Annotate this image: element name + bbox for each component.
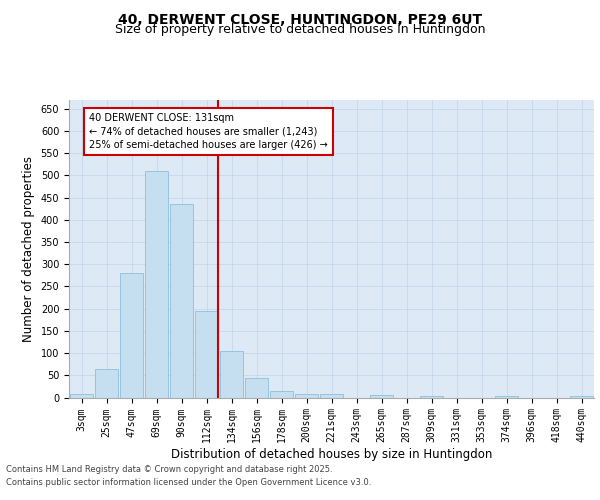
Y-axis label: Number of detached properties: Number of detached properties bbox=[22, 156, 35, 342]
Text: 40 DERWENT CLOSE: 131sqm
← 74% of detached houses are smaller (1,243)
25% of sem: 40 DERWENT CLOSE: 131sqm ← 74% of detach… bbox=[89, 114, 328, 150]
Bar bbox=[220, 351, 243, 398]
Text: Contains HM Land Registry data © Crown copyright and database right 2025.: Contains HM Land Registry data © Crown c… bbox=[6, 466, 332, 474]
Text: Contains public sector information licensed under the Open Government Licence v3: Contains public sector information licen… bbox=[6, 478, 371, 487]
Bar bbox=[570, 396, 593, 398]
Bar bbox=[245, 378, 268, 398]
Text: 40, DERWENT CLOSE, HUNTINGDON, PE29 6UT: 40, DERWENT CLOSE, HUNTINGDON, PE29 6UT bbox=[118, 12, 482, 26]
Bar bbox=[370, 396, 393, 398]
Bar bbox=[170, 204, 193, 398]
Bar bbox=[270, 391, 293, 398]
Bar bbox=[320, 394, 343, 398]
Bar bbox=[195, 311, 218, 398]
Bar bbox=[495, 396, 518, 398]
Bar bbox=[295, 394, 318, 398]
Bar bbox=[70, 394, 93, 398]
Bar bbox=[120, 273, 143, 398]
Bar bbox=[95, 368, 118, 398]
Bar bbox=[420, 396, 443, 398]
Text: Size of property relative to detached houses in Huntingdon: Size of property relative to detached ho… bbox=[115, 22, 485, 36]
X-axis label: Distribution of detached houses by size in Huntingdon: Distribution of detached houses by size … bbox=[171, 448, 492, 461]
Bar bbox=[145, 171, 168, 398]
